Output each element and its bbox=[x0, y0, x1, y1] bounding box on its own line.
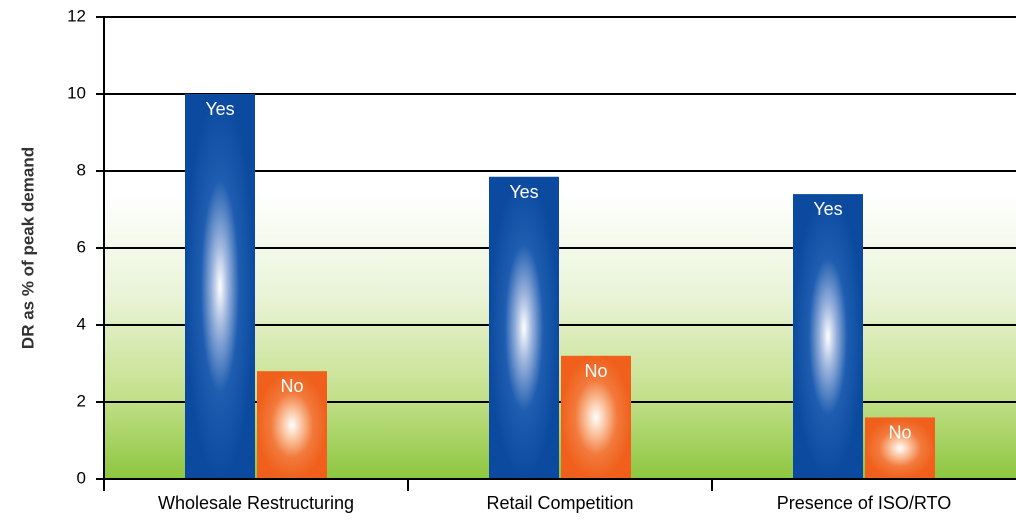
category-label: Presence of ISO/RTO bbox=[777, 493, 951, 513]
bar-no-0 bbox=[257, 371, 327, 479]
y-axis-label: DR as % of peak demand bbox=[18, 147, 37, 349]
bar-label: No bbox=[888, 422, 911, 442]
bar-label: Yes bbox=[205, 99, 234, 119]
bar-no-2 bbox=[865, 417, 935, 479]
bar-label: Yes bbox=[509, 182, 538, 202]
bar-label: No bbox=[280, 376, 303, 396]
y-tick-label: 8 bbox=[77, 160, 86, 179]
y-tick-label: 12 bbox=[67, 6, 86, 25]
y-tick-label: 4 bbox=[77, 314, 86, 333]
y-tick-label: 0 bbox=[77, 468, 86, 487]
bar-yes-0 bbox=[185, 94, 255, 479]
bar-no-1 bbox=[561, 355, 631, 479]
category-label: Retail Competition bbox=[486, 493, 633, 513]
bar-yes-1 bbox=[489, 176, 559, 479]
y-tick-label: 6 bbox=[77, 237, 86, 256]
bar-yes-2 bbox=[793, 194, 863, 479]
y-tick-label: 2 bbox=[77, 391, 86, 410]
category-label: Wholesale Restructuring bbox=[158, 493, 354, 513]
bar-label: Yes bbox=[813, 199, 842, 219]
bar-label: No bbox=[584, 361, 607, 381]
y-tick-label: 10 bbox=[67, 83, 86, 102]
